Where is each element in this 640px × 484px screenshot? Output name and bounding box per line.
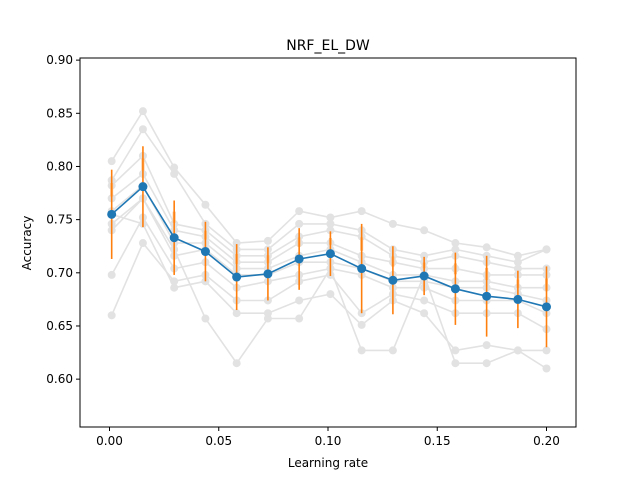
run-point [295,219,304,228]
run-point [513,251,522,260]
run-point [326,226,335,235]
y-axis-label: Accuracy [20,216,34,271]
x-tick-label: 0.05 [205,434,232,448]
run-point [451,359,460,368]
run-point [357,320,366,329]
axis-ticks: 0.00 0.05 0.10 0.15 0.20 0.60 0.65 0.70 0.75 0.80… [46,53,560,448]
run-point [232,239,241,248]
run-point [513,346,522,355]
run-point [326,290,335,299]
y-tick-label: 0.90 [46,53,73,67]
mean-point [263,269,273,279]
y-tick-label: 0.65 [46,319,73,333]
mean-point [542,302,552,312]
mean-point [294,254,304,264]
mean-point [450,284,460,294]
run-point [170,163,179,172]
x-tick-label: 0.15 [424,434,451,448]
run-point [451,245,460,254]
run-point [513,264,522,273]
y-tick-label: 0.80 [46,159,73,173]
mean-point [138,182,148,192]
run-point [542,364,551,373]
run-point [420,226,429,235]
run-point [451,346,460,355]
x-tick-label: 0.10 [315,434,342,448]
run-point [170,283,179,292]
run-point [201,200,210,209]
run-point [295,207,304,216]
plot-area [107,107,552,373]
y-tick-label: 0.60 [46,372,73,386]
run-point [232,359,241,368]
run-point [451,239,460,248]
run-point [357,346,366,355]
mean-point [107,209,117,219]
run-point [170,169,179,178]
run-point [513,258,522,267]
run-point [420,251,429,260]
mean-point [482,291,492,301]
x-tick-label: 0.20 [533,434,560,448]
run-point [263,314,272,323]
mean-point [388,275,398,285]
mean-point [513,294,523,304]
run-point [232,309,241,318]
x-axis-label: Learning rate [288,456,368,470]
run-point [326,219,335,228]
run-point [482,359,491,368]
mean-point [325,249,335,259]
mean-point [200,247,210,257]
mean-point [232,272,242,282]
y-tick-label: 0.70 [46,266,73,280]
run-point [201,314,210,323]
run-point [107,311,116,320]
y-tick-label: 0.85 [46,106,73,120]
run-point [295,296,304,305]
mean-point [357,264,367,274]
run-point [542,245,551,254]
run-point [295,314,304,323]
x-tick-label: 0.00 [96,434,123,448]
run-point [357,207,366,216]
run-point [420,309,429,318]
run-point [138,125,147,134]
run-point [263,236,272,245]
run-point [482,341,491,350]
mean-point [419,271,429,281]
run-point [107,270,116,279]
run-point [138,239,147,248]
run-point [388,346,397,355]
run-point [388,219,397,228]
run-point [420,296,429,305]
mean-point [169,233,179,243]
y-tick-label: 0.75 [46,213,73,227]
chart-title: NRF_EL_DW [286,38,370,54]
run-point [542,346,551,355]
run-point [482,243,491,252]
run-point [107,157,116,166]
run-point [138,107,147,116]
run-point [326,213,335,222]
